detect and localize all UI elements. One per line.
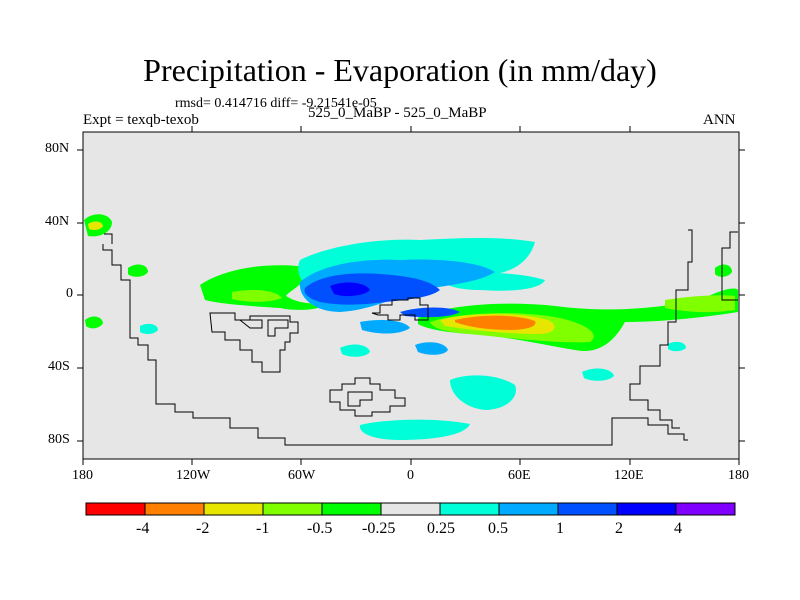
colorbar-label: 0.25 [427, 520, 455, 537]
contour-green-small-1 [85, 316, 103, 329]
map-title: Precipitation - Evaporation (in mm/day) [143, 52, 657, 88]
contour-cyan-small-3 [582, 368, 614, 381]
continent-outlines [102, 229, 738, 446]
colorbar-box [262, 502, 323, 516]
x-tick-label: 0 [407, 468, 414, 483]
colorbar-box [321, 502, 382, 516]
outline-africa [371, 297, 429, 321]
colorbar-box [144, 502, 205, 516]
outline-south-island [329, 377, 406, 417]
outline-south-island-inner [347, 391, 373, 407]
contour-cyan-small-1 [140, 323, 158, 335]
stats-label: rmsd= 0.414716 diff= -9.21541e-05 [175, 96, 377, 111]
colorbar-label: 2 [615, 520, 623, 537]
colorbar-box [203, 502, 264, 516]
experiment-label: Expt = texqb-texob [83, 112, 199, 128]
contour-lightblue-3 [360, 320, 410, 334]
season-label: ANN [703, 112, 736, 128]
x-tick-label: 60W [288, 468, 316, 483]
y-tick-label: 40S [48, 359, 70, 374]
outline-south-america [209, 312, 299, 373]
colorbar [85, 502, 736, 516]
colorbar-box [675, 502, 736, 516]
y-tick-label: 40N [45, 214, 70, 229]
colorbar-label: 1 [556, 520, 564, 537]
contour-cyan-small-4 [668, 341, 686, 352]
colorbar-box [85, 502, 146, 516]
outline-north-west [104, 233, 113, 244]
colorbar-label: 0.5 [488, 520, 508, 537]
colorbar-box [616, 502, 677, 516]
contour-cyan-south-1 [450, 375, 516, 410]
colorbar-box [498, 502, 559, 516]
contour-lightgreen-a [232, 290, 282, 302]
x-tick-label: 120W [176, 468, 211, 483]
y-tick-label: 80S [48, 432, 70, 447]
contour-yellow-nw [88, 221, 103, 230]
contour-lightgreen-far-east [665, 295, 735, 313]
axis-ticks [77, 126, 745, 465]
contour-darkblue [330, 282, 370, 297]
contour-fills [84, 214, 738, 440]
colorbar-box [439, 502, 500, 516]
colorbar-label: -4 [136, 520, 150, 537]
outline-inner-1 [238, 319, 263, 329]
outline-east-edge [721, 231, 738, 301]
contour-orange-east [455, 315, 536, 330]
outline-inner-2 [267, 319, 289, 337]
outline-east-continent [629, 229, 693, 429]
outline-west-americas [102, 244, 688, 446]
colorbar-label: -0.25 [362, 520, 396, 537]
x-tick-label: 60E [508, 468, 531, 483]
x-tick-label: 180 [728, 468, 749, 483]
contour-blue-core [304, 273, 440, 305]
y-tick-label: 80N [45, 141, 70, 156]
x-tick-label: 120E [614, 468, 644, 483]
contour-green-small-3 [715, 264, 732, 277]
colorbar-label: -0.5 [307, 520, 333, 537]
contour-cyan-small-2 [340, 344, 370, 357]
colorbar-label: -1 [256, 520, 270, 537]
x-tick-label: 180 [72, 468, 93, 483]
y-tick-label: 0 [66, 286, 73, 301]
colorbar-label: 4 [674, 520, 682, 537]
case-label: 525_0_MaBP - 525_0_MaBP [308, 105, 487, 121]
colorbar-label: -2 [196, 520, 210, 537]
contour-cyan-south-2 [359, 419, 470, 440]
contour-lightblue-2 [415, 342, 448, 355]
colorbar-box [557, 502, 618, 516]
colorbar-box [380, 502, 441, 516]
contour-green-small-2 [128, 264, 148, 277]
